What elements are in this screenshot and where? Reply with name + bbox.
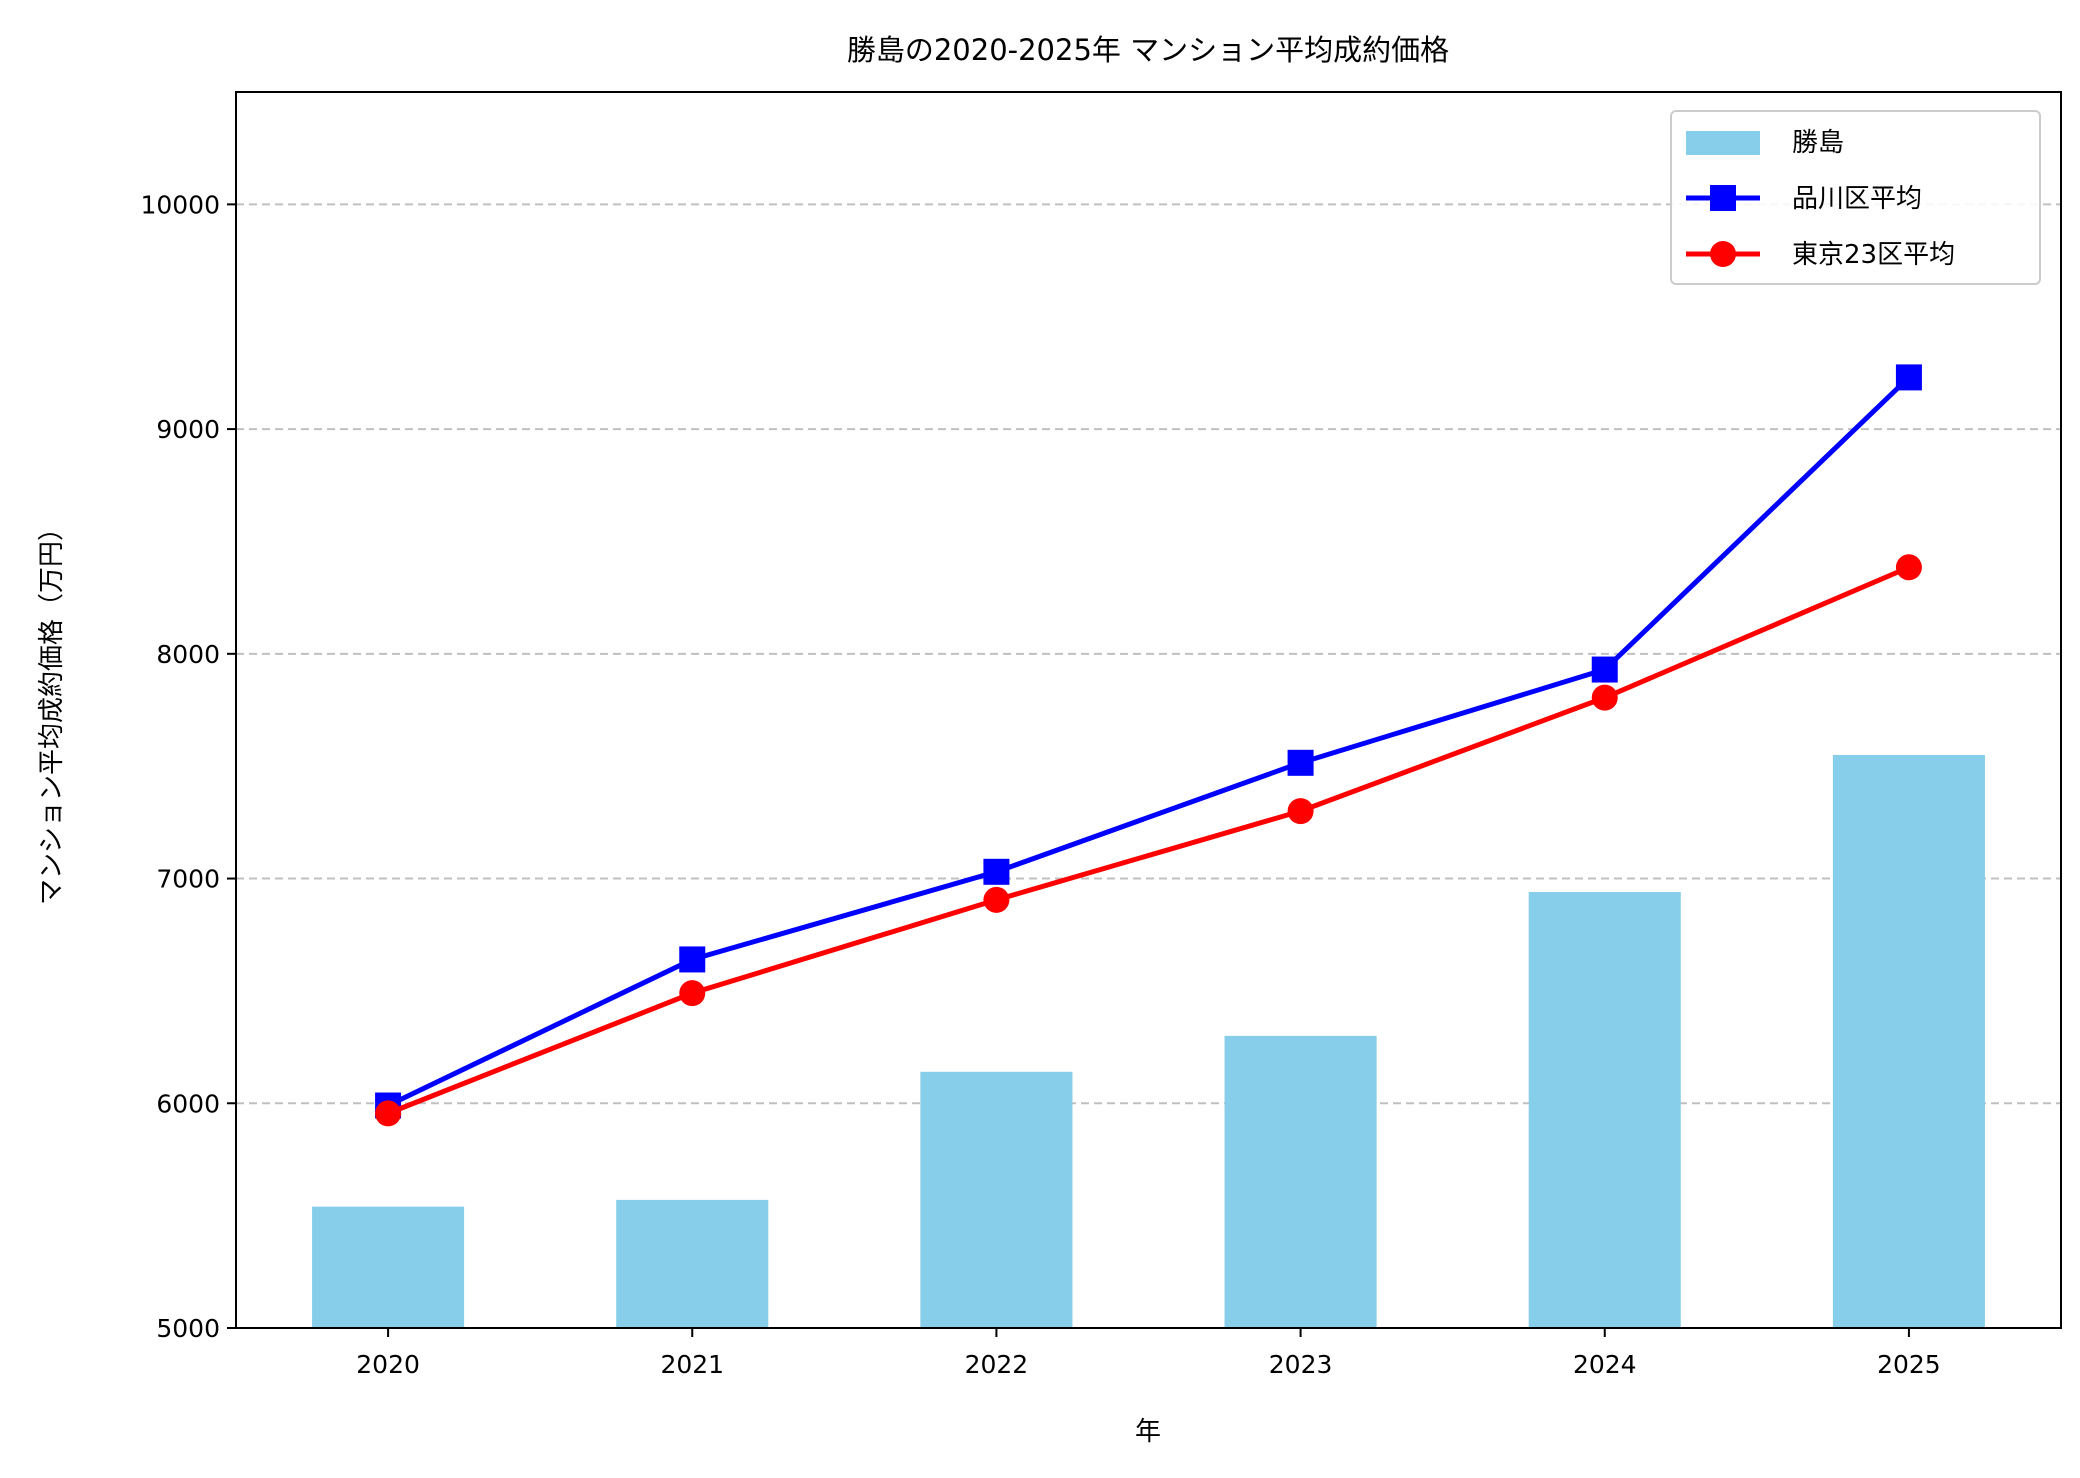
- marker-square-2022: [983, 858, 1010, 885]
- marker-circle-2023: [1287, 798, 1314, 825]
- plot-frame: [235, 91, 2062, 1329]
- legend-label: 勝島: [1792, 128, 1844, 158]
- legend-label: 品川区平均: [1792, 184, 1922, 214]
- grid-lines: [236, 203, 2061, 1105]
- y-tick-label: 8000: [156, 640, 220, 669]
- legend-marker-square: [1710, 185, 1736, 211]
- x-tick-label: 2024: [1573, 1350, 1637, 1379]
- y-tick-label: 9000: [156, 415, 220, 444]
- bar-2023: [1224, 1035, 1377, 1328]
- marker-square-2021: [679, 946, 706, 973]
- bar-2024: [1528, 892, 1681, 1328]
- x-tick-label: 2023: [1269, 1350, 1333, 1379]
- marker-square-2024: [1591, 656, 1618, 683]
- legend-marker-circle: [1710, 241, 1736, 267]
- x-axis: 2020 2021 2022 2023 2024 2025: [356, 1328, 1941, 1379]
- y-tick-label: 7000: [156, 865, 220, 894]
- bar-2022: [920, 1071, 1073, 1328]
- legend-frame: [1670, 110, 2041, 285]
- marker-circle-2024: [1591, 684, 1618, 711]
- bar-2020: [312, 1206, 465, 1328]
- marker-circle-2022: [983, 886, 1010, 913]
- bar-2025: [1832, 754, 1985, 1328]
- y-tick-label: 10000: [140, 190, 220, 219]
- y-tick-label: 5000: [156, 1314, 220, 1343]
- bar-2021: [616, 1199, 769, 1328]
- line-series: [375, 364, 1922, 1127]
- marker-circle-2021: [679, 980, 706, 1007]
- bar-series: [312, 754, 1985, 1328]
- x-tick-label: 2020: [356, 1350, 420, 1379]
- line-1: [387, 375, 1911, 1108]
- marker-circle-2020: [375, 1100, 402, 1127]
- line-2: [387, 565, 1910, 1116]
- x-tick-label: 2021: [660, 1350, 724, 1379]
- y-tick-label: 6000: [156, 1089, 220, 1118]
- marker-square-2023: [1287, 749, 1314, 776]
- x-tick-label: 2022: [965, 1350, 1029, 1379]
- legend-label: 東京23区平均: [1792, 240, 1955, 270]
- x-tick-label: 2025: [1877, 1350, 1941, 1379]
- y-axis: 5000 6000 7000 8000 9000 10000: [140, 190, 236, 1343]
- marker-circle-2025: [1895, 554, 1922, 581]
- y-axis-label: マンション平均成約価格（万円）: [37, 515, 67, 905]
- marker-square-2025: [1895, 364, 1922, 391]
- chart-title: 勝島の2020-2025年 マンション平均成約価格: [847, 33, 1449, 67]
- legend-swatch-bar: [1686, 131, 1760, 155]
- x-axis-label: 年: [1135, 1417, 1161, 1447]
